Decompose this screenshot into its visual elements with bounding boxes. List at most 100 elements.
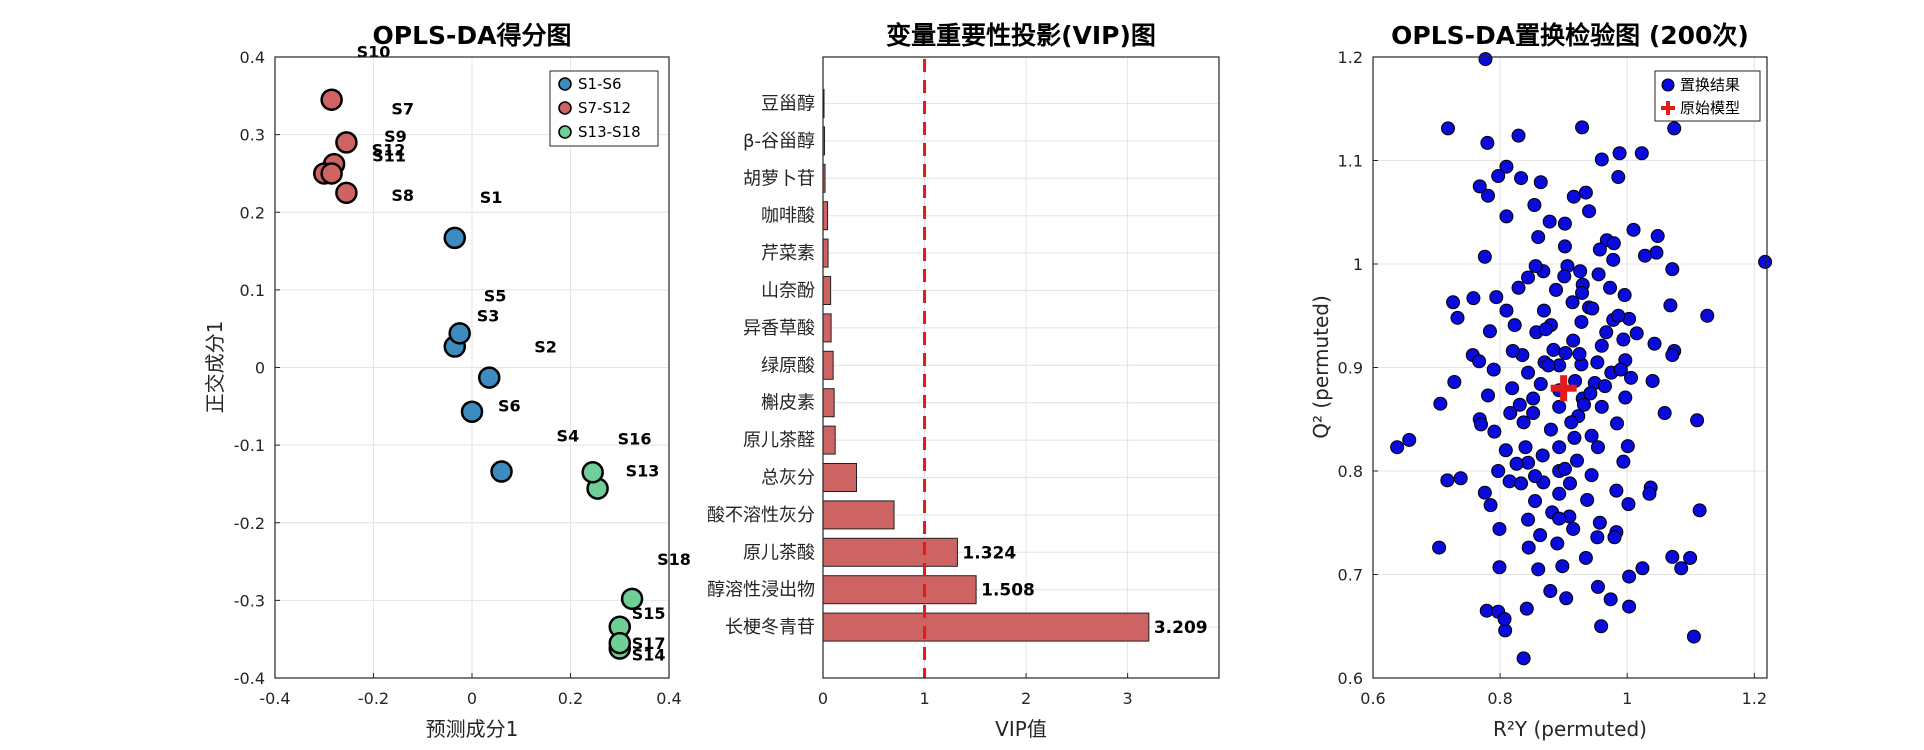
perm-ytick-label: 1.1 [1338, 152, 1363, 171]
permuted-point-90 [1481, 388, 1496, 403]
permuted-point-124 [1563, 476, 1577, 491]
vip-category-label: 芹菜素 [761, 243, 815, 264]
permuted-point-28 [1557, 239, 1572, 254]
permuted-point-11 [1514, 171, 1529, 186]
vip-plot-frame [822, 56, 1220, 679]
permutation-plot-legend: 置换结果 原始模型 [1654, 70, 1761, 122]
permuted-point-112 [1590, 440, 1605, 455]
permuted-point-52 [1663, 298, 1678, 313]
permuted-point-14 [1578, 185, 1593, 200]
vip-xtick-label: 2 [1021, 689, 1031, 708]
permuted-point-166 [1686, 629, 1701, 644]
legend-marker-original-part [1666, 101, 1670, 115]
perm-xtick-label: 1 [1622, 689, 1632, 708]
permuted-point-142 [1492, 521, 1507, 536]
perm-ytick-label: 1.2 [1338, 48, 1363, 67]
permuted-point-49 [1565, 295, 1580, 310]
score-point-s2 [477, 366, 501, 389]
permuted-point-167 [1497, 612, 1512, 627]
perm-ytick-label: 1 [1353, 255, 1363, 274]
permuted-point-170 [1585, 301, 1600, 316]
permuted-point-132 [1642, 486, 1657, 501]
score-point-s12 [320, 162, 343, 185]
permuted-point-37 [1758, 254, 1773, 269]
permuted-point-128 [1477, 485, 1492, 500]
permuted-point-94 [1433, 396, 1448, 411]
permuted-point-66 [1566, 333, 1581, 348]
permuted-point-51 [1489, 290, 1504, 305]
permuted-point-18 [1527, 198, 1542, 213]
permuted-point-47 [1617, 288, 1632, 303]
permuted-point-108 [1402, 432, 1417, 447]
permuted-point-158 [1622, 569, 1637, 584]
permuted-point-182 [1512, 397, 1527, 412]
permuted-point-186 [1541, 358, 1556, 373]
score-point-s4 [490, 460, 513, 483]
permuted-point-55 [1536, 303, 1551, 318]
permuted-point-173 [1620, 439, 1635, 454]
permuted-point-33 [1665, 262, 1680, 277]
permuted-point-26 [1531, 230, 1546, 245]
permuted-point-35 [1573, 264, 1588, 279]
permuted-point-104 [1543, 422, 1558, 437]
permuted-point-179 [1498, 443, 1513, 458]
permuted-point-159 [1559, 591, 1574, 606]
permuted-point-64 [1482, 324, 1497, 339]
permuted-point-70 [1594, 338, 1609, 353]
permuted-point-188 [1597, 379, 1612, 394]
permuted-point-91 [1618, 390, 1633, 405]
vip-bar-8 [822, 388, 835, 418]
vip-bar-13 [822, 575, 977, 605]
permuted-point-30 [1592, 242, 1607, 257]
permutation-plot-ylabel: Q² (permuted) [1309, 295, 1333, 439]
permuted-point-157 [1543, 584, 1558, 599]
score-point-s1 [443, 226, 467, 250]
permuted-point-110 [1518, 440, 1533, 455]
permuted-point-39 [1591, 267, 1606, 282]
vip-xtick-label: 1 [919, 689, 929, 708]
vip-plot-xlabel: VIP值 [995, 717, 1047, 741]
permuted-point-107 [1487, 424, 1502, 439]
vip-category-label: 槲皮素 [761, 393, 815, 414]
permuted-point-60 [1507, 318, 1522, 333]
permuted-point-147 [1432, 540, 1447, 555]
score-point-label-s12: S12 [372, 140, 406, 159]
score-point-s8 [335, 181, 358, 205]
permuted-point-150 [1683, 550, 1698, 565]
score-xtick-label: -0.4 [259, 689, 290, 708]
permuted-point-187 [1505, 343, 1520, 358]
score-point-s10 [320, 88, 343, 111]
permuted-point-140 [1566, 521, 1581, 536]
perm-ytick-label: 0.9 [1338, 359, 1363, 378]
score-point-label-s9: S9 [384, 127, 407, 146]
vip-category-label: 原儿茶醛 [743, 430, 815, 451]
permuted-point-44 [1603, 280, 1618, 295]
permuted-point-133 [1483, 498, 1498, 513]
permuted-point-178 [1665, 348, 1680, 363]
permuted-point-185 [1590, 530, 1605, 545]
permuted-point-154 [1531, 562, 1546, 577]
permuted-point-58 [1574, 314, 1589, 329]
permuted-point-0 [1478, 52, 1493, 67]
permuted-point-95 [1594, 399, 1609, 414]
vip-bar-10 [822, 463, 858, 492]
permuted-point-120 [1502, 474, 1517, 489]
permuted-point-152 [1635, 561, 1650, 576]
score-point-label-s18: S18 [657, 550, 691, 569]
permuted-point-40 [1521, 270, 1536, 285]
score-point-label-s17: S17 [632, 634, 666, 653]
permuted-point-88 [1505, 381, 1520, 396]
permuted-point-190 [1645, 373, 1660, 388]
permuted-point-41 [1557, 269, 1572, 284]
vip-bar-3 [822, 201, 829, 231]
permuted-point-87 [1447, 374, 1462, 389]
score-plot-frame [274, 56, 670, 679]
permuted-point-130 [1580, 492, 1595, 507]
perm-ytick-label: 0.7 [1338, 566, 1363, 585]
permuted-point-42 [1511, 280, 1526, 295]
permuted-point-93 [1526, 391, 1541, 406]
score-ytick-label: 0.3 [240, 126, 265, 145]
permuted-point-25 [1650, 229, 1665, 244]
permuted-point-13 [1611, 170, 1626, 185]
